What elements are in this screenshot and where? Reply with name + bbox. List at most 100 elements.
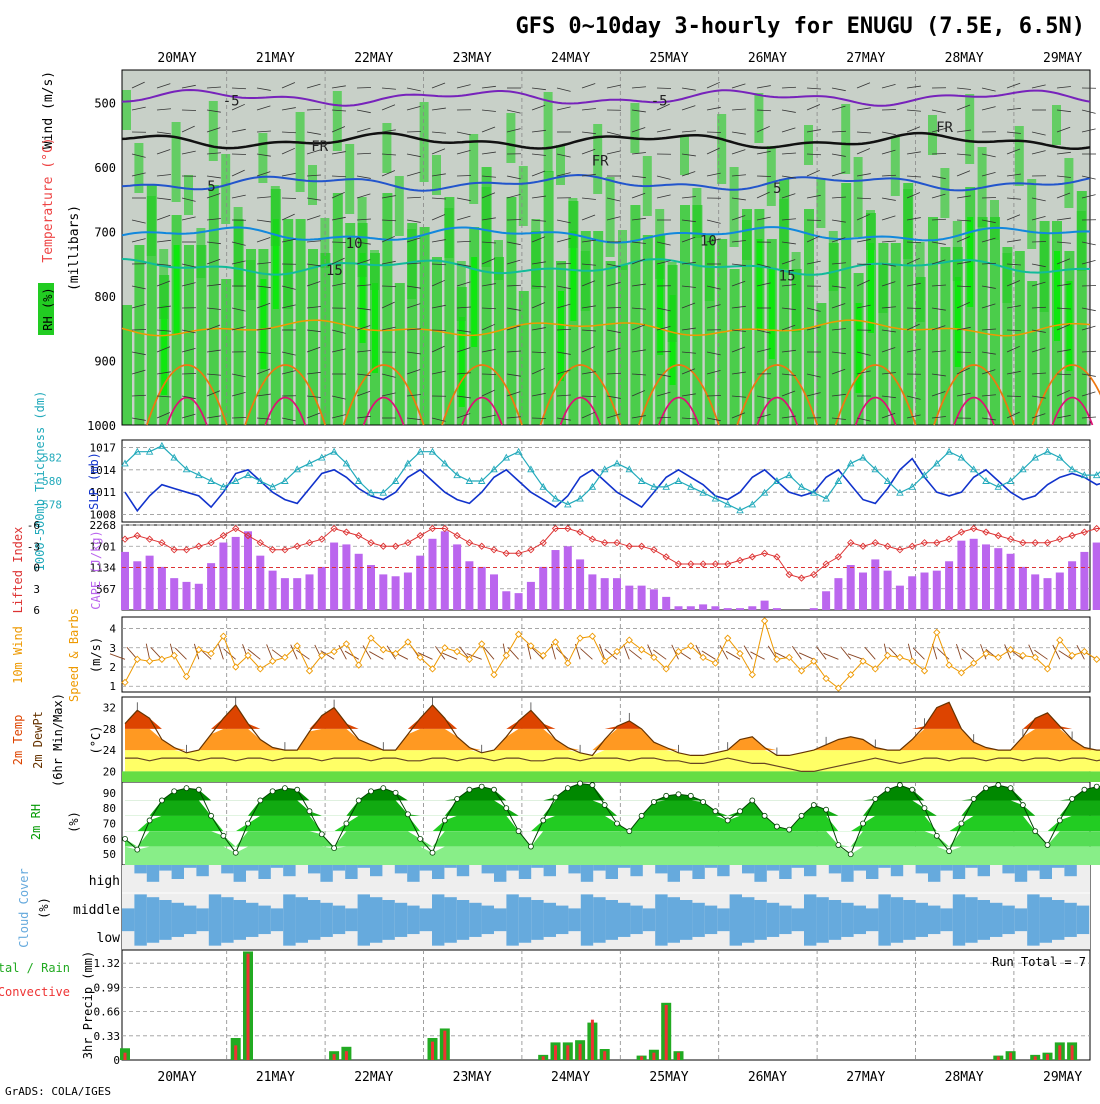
rh-point xyxy=(135,847,140,852)
cloud-high-bar xyxy=(779,865,791,879)
cloud-middle-bar xyxy=(432,894,444,921)
cloud-high-bar xyxy=(320,865,332,882)
rh-point xyxy=(356,798,361,803)
cloud-middle-bar xyxy=(916,903,928,921)
rh-column-high xyxy=(756,239,762,329)
cloud-low-bar xyxy=(1052,921,1064,940)
rh-point xyxy=(209,813,214,818)
cape-bar xyxy=(379,574,387,610)
rh-point xyxy=(762,813,767,818)
rh-patch-upper xyxy=(965,94,974,164)
cloud-middle-bar xyxy=(754,900,766,921)
precip-convective-bar xyxy=(579,1044,582,1060)
rh-patch-upper xyxy=(668,262,677,342)
rh-column xyxy=(680,205,690,425)
cloud-low-bar xyxy=(829,921,841,940)
day-label-top: 22MAY xyxy=(354,51,393,66)
day-label-bottom: 29MAY xyxy=(1043,1070,1082,1085)
day-label-bottom: 21MAY xyxy=(256,1070,295,1085)
surface-wind-barb xyxy=(913,648,924,659)
cape-bar xyxy=(1080,552,1088,610)
cloud-middle-bar xyxy=(333,906,345,921)
cloud-high-bar xyxy=(172,865,184,879)
rh-point xyxy=(651,799,656,804)
temperature-legend-label: Temperature (°C) xyxy=(41,137,56,262)
precip-convective-bar xyxy=(554,1045,557,1060)
cloud-high-bar xyxy=(420,865,432,871)
cape-bar xyxy=(219,543,227,610)
rh-point xyxy=(811,803,816,808)
rh-tick-label: 60 xyxy=(103,833,116,846)
rh-point xyxy=(516,829,521,834)
cloud-middle-bar xyxy=(903,900,915,921)
rh-band xyxy=(125,831,1100,846)
cloud-low-bar xyxy=(705,921,717,934)
rh-point xyxy=(221,833,226,838)
cloud-middle-bar xyxy=(581,894,593,921)
cloud-middle-bar xyxy=(606,900,618,921)
rh-point xyxy=(971,796,976,801)
cloud-low-bar xyxy=(568,921,580,931)
wind-speed-point xyxy=(171,652,177,658)
cloud-middle-bar xyxy=(705,906,717,921)
cloud-middle-bar xyxy=(395,903,407,921)
cape-bar xyxy=(441,531,449,610)
rh-point xyxy=(861,821,866,826)
wind-speed-point xyxy=(442,645,448,651)
cloud-low-bar xyxy=(953,921,965,946)
cloud-low-bar xyxy=(754,921,766,940)
precip-convective-bar xyxy=(1046,1054,1049,1060)
rh-patch-upper xyxy=(792,252,801,332)
li-tick-label: 6 xyxy=(33,604,40,617)
rh-column xyxy=(816,303,826,425)
rh-patch-upper xyxy=(705,241,714,301)
cloud-low-bar xyxy=(742,921,754,943)
rh-patch-upper xyxy=(370,250,379,290)
rh-point xyxy=(528,844,533,849)
cloud-middle-bar xyxy=(593,897,605,921)
cloud-low-bar xyxy=(457,921,469,940)
rh-patch-upper xyxy=(1002,253,1011,303)
temp-tick-label: 20 xyxy=(103,765,116,778)
cloud-low-bar xyxy=(258,921,270,934)
cloud-high-bar xyxy=(618,865,630,868)
cloud-low-bar xyxy=(283,921,295,946)
cloud-high-bar xyxy=(717,865,729,876)
cape-bar xyxy=(490,574,498,610)
cape-bar xyxy=(699,604,707,610)
surface-wind-barb xyxy=(218,644,223,659)
cloud-low-bar xyxy=(246,921,258,937)
day-label-bottom: 20MAY xyxy=(157,1070,196,1085)
rh-point xyxy=(959,821,964,826)
precip-convective-bar xyxy=(677,1053,680,1060)
rh-point xyxy=(787,827,792,832)
cloud-low-bar xyxy=(1064,921,1076,937)
rh-point xyxy=(676,792,681,797)
rh-point xyxy=(565,786,570,791)
rh-point xyxy=(430,850,435,855)
cape-bar xyxy=(416,556,424,610)
cloud-middle-bar xyxy=(246,903,258,921)
cape-bar xyxy=(576,559,584,610)
cloud-low-bar xyxy=(395,921,407,937)
wind-speed-point xyxy=(331,649,337,655)
rh-column xyxy=(221,279,231,425)
rh-point xyxy=(492,787,497,792)
wind-speed-point xyxy=(270,658,276,664)
cloud-low-bar xyxy=(196,921,208,931)
cloud-middle-bar xyxy=(147,897,159,921)
temp-unit-label: (°C) xyxy=(89,726,103,755)
surface-wind-barb xyxy=(224,649,236,659)
cloud-low-bar xyxy=(668,921,680,943)
rh-patch-upper xyxy=(841,104,850,174)
cloud-high-bar xyxy=(1052,865,1064,868)
rh-patch-upper xyxy=(221,154,230,224)
rh-band xyxy=(125,847,1100,865)
cloud-low-bar xyxy=(1077,921,1089,934)
rh-patch-upper xyxy=(271,186,280,246)
precip-convective-bar xyxy=(652,1053,655,1060)
cloud-low-bar xyxy=(506,921,518,946)
cape-bar xyxy=(232,537,240,610)
precip-convective-bar xyxy=(542,1056,545,1060)
rh-point xyxy=(1094,784,1099,789)
